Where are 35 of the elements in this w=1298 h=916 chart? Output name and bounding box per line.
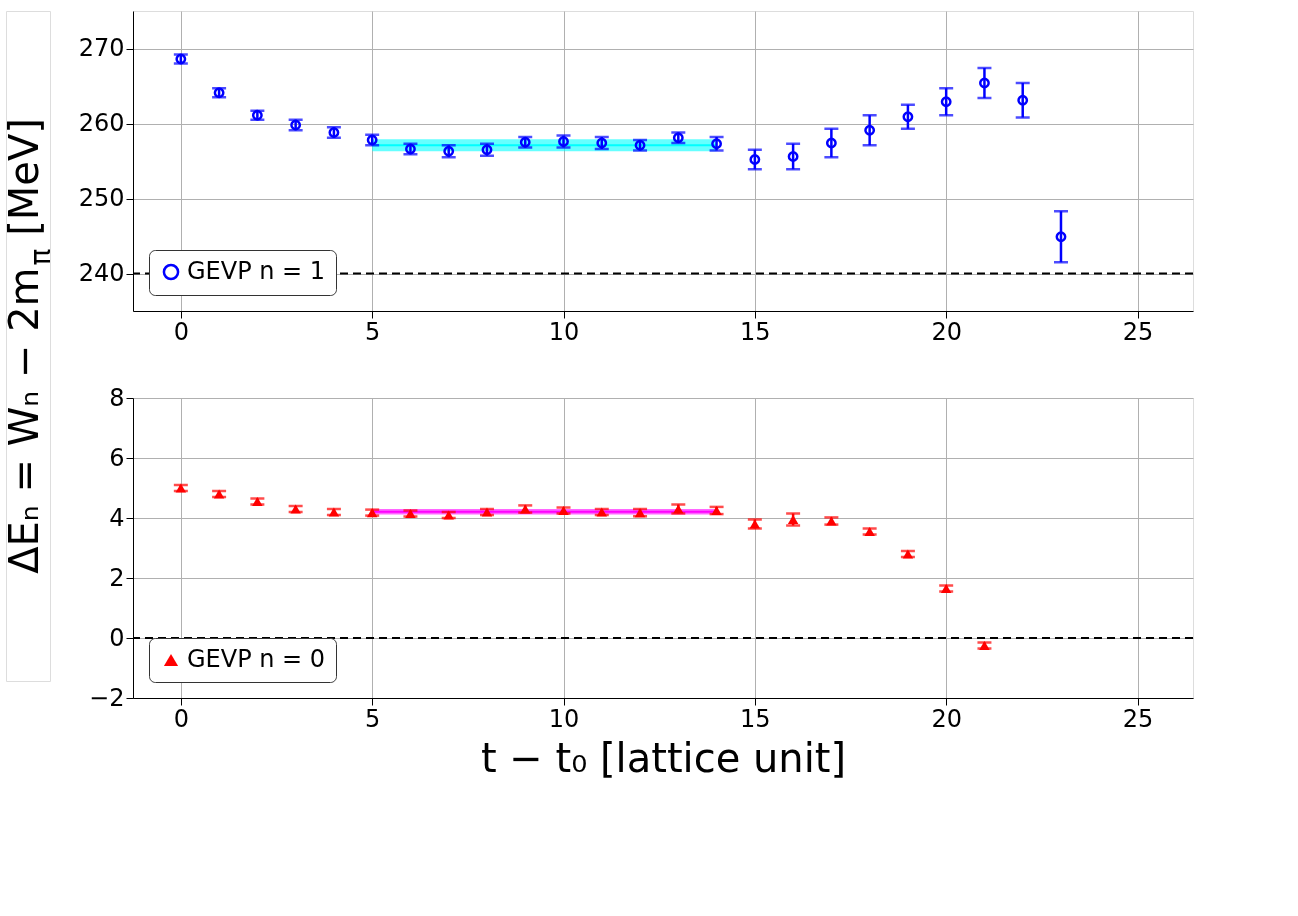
x-tick-label: 20 [931, 704, 962, 733]
x-tick-label: 5 [365, 317, 381, 346]
point [979, 77, 990, 89]
legend-label: GEVP n = 0 [187, 645, 326, 673]
x-tick-label: 10 [548, 704, 580, 733]
legend-label: GEVP n = 1 [187, 257, 326, 285]
point [749, 154, 761, 165]
y-tick-label: 240 [78, 259, 125, 287]
x-tick-label: 15 [740, 317, 771, 346]
y-tick-label: 0 [109, 623, 125, 652]
x-tick-label: 10 [548, 317, 580, 346]
y-tick-label: 8 [109, 383, 125, 412]
y-tick-label: 2 [109, 563, 125, 592]
x-tick-label: 15 [740, 704, 771, 733]
point [940, 96, 952, 108]
point [787, 151, 799, 162]
point [902, 111, 914, 123]
point [1055, 231, 1067, 243]
y-tick-label: 250 [78, 184, 125, 212]
y-tick-label: 270 [78, 34, 125, 62]
x-tick-label: 25 [1122, 317, 1154, 346]
y-tick-label: −2 [89, 683, 125, 712]
x-tick-label: 20 [931, 317, 962, 346]
x-tick-label: 0 [173, 317, 189, 346]
y-axis-title: ΔEₙ = Wₙ − 2mπ [MeV] [1, 118, 57, 574]
x-tick-label: 0 [173, 704, 189, 733]
x-tick-label: 25 [1122, 704, 1154, 733]
y-tick-label: 6 [109, 443, 125, 472]
x-axis-title: t − t₀ [lattice unit] [480, 734, 847, 781]
point [1017, 94, 1029, 106]
point [864, 124, 876, 136]
y-tick-label: 4 [109, 503, 125, 532]
x-tick-label: 5 [365, 704, 381, 733]
point [825, 137, 837, 149]
y-tick-label: 260 [78, 109, 125, 137]
